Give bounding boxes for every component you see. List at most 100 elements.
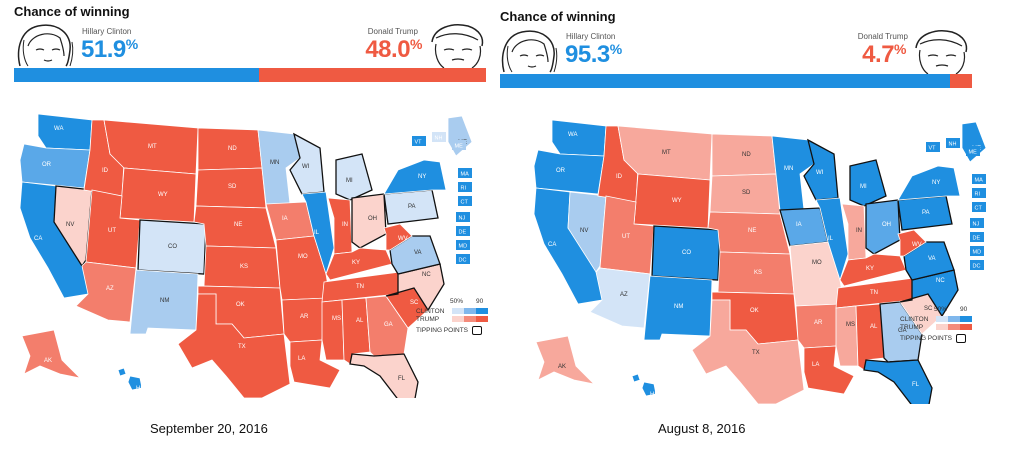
state-box-label-ct: CT [975,206,983,212]
state-nm[interactable] [643,275,713,341]
state-ar[interactable] [795,303,841,349]
state-box-ri[interactable] [458,182,472,192]
state-box-ma[interactable] [458,168,472,178]
state-ky[interactable] [839,253,907,287]
state-box-ct[interactable] [458,196,472,206]
state-box-ct[interactable] [972,202,986,212]
state-box-de[interactable] [456,226,470,236]
state-la[interactable] [803,345,855,395]
state-oh[interactable] [865,199,901,255]
state-or[interactable] [533,149,605,195]
state-label-ga: GA [384,322,393,328]
state-label-wy: WY [158,192,168,198]
state-or[interactable] [19,143,91,189]
state-box-nh[interactable] [946,138,960,148]
clinton-probability-bar [500,74,950,88]
state-fl[interactable] [349,353,419,398]
state-label-tx: TX [752,350,760,356]
state-wv[interactable] [897,229,927,257]
state-box-label-nh: NH [435,136,443,142]
state-label-sc: SC [924,306,933,312]
state-ny[interactable] [897,165,961,201]
state-label-ms: MS [332,316,341,322]
clinton-name: Hillary Clinton [82,27,132,36]
legend-clinton-label: CLINTON [416,307,445,315]
state-label-fl: FL [398,376,406,382]
state-box-nj[interactable] [456,212,470,222]
state-box-ma[interactable] [972,174,986,184]
state-nm[interactable] [129,269,199,335]
state-box-nh[interactable] [432,132,446,142]
state-co[interactable] [651,225,721,281]
state-box-md[interactable] [456,240,470,250]
state-tx[interactable] [177,293,291,398]
state-wv[interactable] [383,223,413,251]
state-box-vt[interactable] [412,136,426,146]
state-label-il: IL [314,230,320,236]
state-label-ny: NY [932,180,940,186]
state-ia[interactable] [779,207,829,247]
state-box-label-vt: VT [415,140,423,146]
state-label-mt: MT [662,150,671,156]
state-label-wa: WA [54,126,63,132]
state-label-la: LA [298,356,305,362]
state-label-ca: CA [548,242,556,248]
state-ia[interactable] [265,201,315,241]
state-ky[interactable] [325,247,393,281]
date-caption: August 8, 2016 [658,421,746,436]
state-ar[interactable] [281,297,327,343]
state-label-mo: MO [298,254,308,260]
state-ms[interactable] [835,305,859,367]
state-label-va: VA [414,250,422,256]
state-label-co: CO [168,244,177,250]
state-oh[interactable] [351,193,387,249]
state-box-me[interactable] [452,140,466,150]
state-label-ga: GA [898,328,907,334]
state-ms[interactable] [321,299,345,361]
state-label-ar: AR [814,320,823,326]
state-mi[interactable] [335,153,373,201]
us-electoral-map: WA OR CA NV ID MT WY UT AZ CO NM ND SD NE KS OK TX MN IA MO… [19,113,473,398]
state-box-vt[interactable] [926,142,940,152]
state-box-de[interactable] [970,232,984,242]
state-label-nc: NC [422,272,431,278]
state-la[interactable] [289,339,341,389]
state-ny[interactable] [383,159,447,195]
state-box-ri[interactable] [972,188,986,198]
clinton-portrait-icon [501,30,558,73]
state-fl[interactable] [863,359,933,404]
state-box-dc[interactable] [456,254,470,264]
state-label-ms: MS [846,322,855,328]
state-box-me[interactable] [966,146,980,156]
state-label-ok: OK [236,302,245,308]
state-tx[interactable] [691,299,805,404]
trump-name: Donald Trump [857,32,908,41]
state-mi[interactable] [849,159,887,207]
tipping-point-swatch [472,326,483,335]
tipping-point-swatch [956,334,967,343]
state-box-dc[interactable] [970,260,984,270]
state-label-nc: NC [936,278,945,284]
state-box-label-nj: NJ [973,222,980,228]
state-label-ak: AK [558,364,566,370]
state-label-nd: ND [228,146,237,152]
clinton-percent: 51.9% [81,36,138,63]
state-box-md[interactable] [970,246,984,256]
state-wa[interactable] [37,113,93,151]
state-label-sd: SD [228,184,237,190]
state-box-nj[interactable] [970,218,984,228]
state-hi[interactable] [631,373,657,397]
state-ak[interactable] [535,335,596,385]
state-label-mo: MO [812,260,822,266]
state-co[interactable] [137,219,207,275]
state-wa[interactable] [551,119,607,157]
state-label-ky: KY [352,260,360,266]
state-box-label-ma: MA [975,178,984,184]
state-nc[interactable] [899,269,959,318]
state-nc[interactable] [385,263,445,312]
state-label-ne: NE [234,222,242,228]
state-hi[interactable] [117,367,143,391]
percent-symbol: % [410,36,422,52]
state-ak[interactable] [21,329,82,379]
state-label-il: IL [828,236,834,242]
